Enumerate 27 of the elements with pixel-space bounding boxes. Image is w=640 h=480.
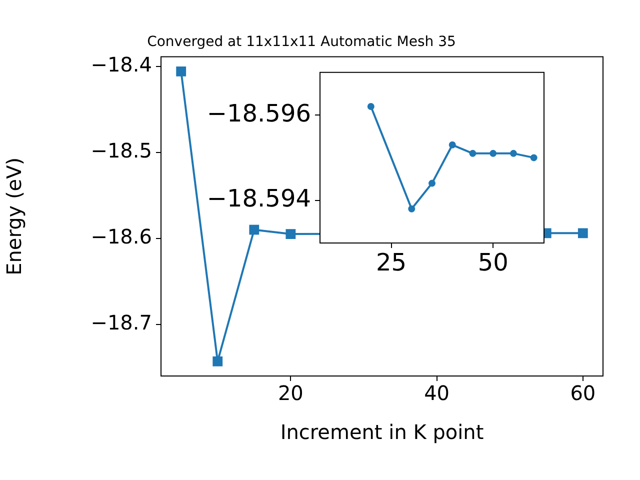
point [249,224,260,235]
point [448,141,456,148]
point [286,229,296,239]
point [490,150,497,157]
y-tick-label: −18.6 [90,224,152,249]
x-tick-label: 25 [376,248,407,277]
point [212,356,223,366]
x-tick-label: 20 [278,381,304,406]
point [469,150,476,157]
x-tick-label: 60 [570,381,596,406]
point [578,228,588,238]
point [530,154,538,162]
y-tick-label: −18.4 [90,52,152,76]
y-tick-label: −18.596 [206,99,311,128]
point [176,66,186,76]
y-tick-label: −18.594 [206,184,311,213]
y-tick-label: −18.5 [90,138,152,163]
x-axis-title: Increment in K point [280,420,484,444]
y-axis-title: Energy (eV) [2,157,26,276]
y-tick-label: −18.7 [90,310,152,335]
chart-title: Converged at 11x11x11 Automatic Mesh 35 [147,34,456,50]
point [428,180,436,187]
point [510,150,517,157]
x-tick-label: 40 [424,381,450,406]
point [408,205,416,212]
point [367,103,374,110]
x-tick-label: 50 [478,248,508,277]
